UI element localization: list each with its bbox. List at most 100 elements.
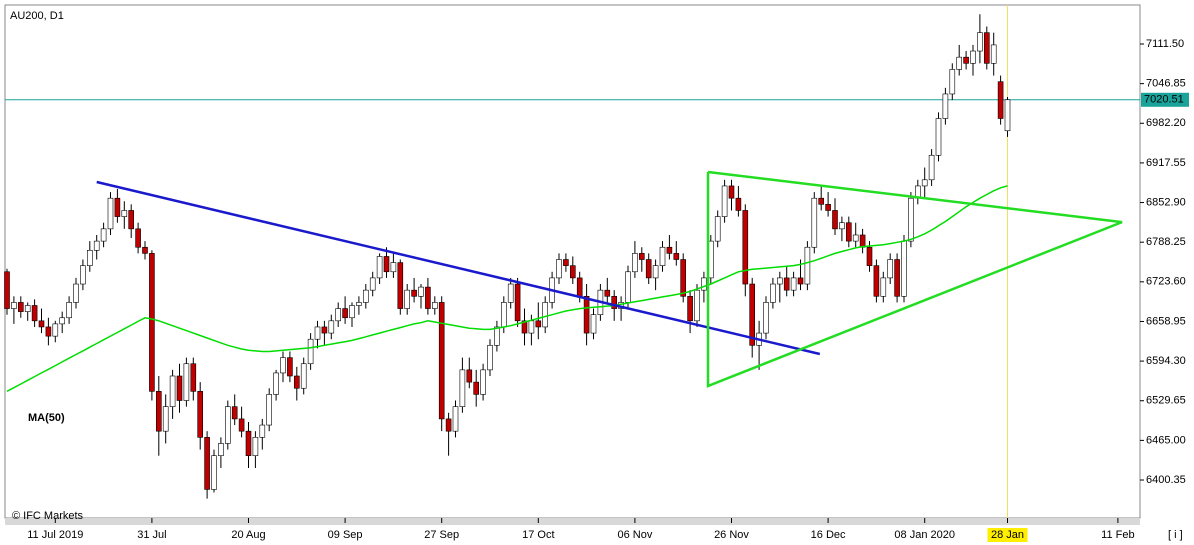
candle-body — [404, 289, 411, 309]
candle-body — [473, 381, 480, 395]
candle-body — [328, 320, 335, 334]
candle-body — [625, 271, 631, 303]
candle-body — [983, 32, 990, 64]
candle-body — [894, 259, 900, 297]
candle-body — [659, 246, 666, 266]
candle-body — [211, 455, 217, 490]
x-tick-label: 06 Nov — [617, 529, 652, 541]
candle-body — [335, 308, 342, 322]
candle-body — [287, 357, 293, 377]
candle-body — [749, 283, 756, 346]
candle-body — [818, 197, 825, 205]
candle-body — [721, 185, 728, 217]
candle-body — [452, 406, 459, 432]
candle-body — [197, 391, 203, 438]
candle-body — [466, 369, 473, 383]
candle-body — [383, 256, 390, 273]
candle-body — [880, 277, 887, 297]
candle-body — [238, 418, 245, 432]
candle-body — [542, 302, 549, 328]
candle-body — [694, 289, 700, 322]
candle-body — [535, 320, 542, 328]
candle-body — [563, 259, 569, 266]
candle-body — [742, 210, 749, 285]
candle-body — [797, 277, 804, 285]
candle-body — [632, 253, 638, 273]
candle-body — [445, 418, 452, 432]
candle-body — [921, 179, 928, 187]
y-tick-label: 6400.35 — [1146, 474, 1186, 486]
candle-body — [873, 265, 880, 297]
trendline — [96, 180, 821, 356]
candle-body — [149, 253, 155, 392]
candle-body — [459, 369, 466, 407]
candle-body — [24, 305, 31, 312]
candle-body — [776, 277, 783, 285]
candle-body — [901, 240, 907, 297]
candle-body — [783, 277, 790, 291]
candle-body — [645, 259, 652, 279]
candle-body — [307, 338, 314, 365]
candle-body — [714, 216, 721, 242]
candle-body — [935, 118, 942, 156]
candle-body — [300, 363, 307, 389]
candle-body — [176, 375, 183, 401]
candle-body — [31, 305, 38, 322]
candle-body — [376, 256, 383, 279]
candle-body — [162, 406, 169, 432]
y-tick-label: 6723.60 — [1146, 276, 1186, 288]
candle-body — [583, 295, 590, 334]
candle-body — [701, 277, 707, 291]
price-label-box — [1141, 92, 1189, 107]
candle-body — [928, 154, 935, 181]
scroll-bar — [5, 518, 1140, 525]
candle-body — [494, 326, 500, 346]
x-tick-label: 26 Nov — [714, 529, 749, 541]
candle-body — [397, 262, 404, 309]
candle-body — [866, 246, 873, 266]
candle-body — [652, 265, 659, 279]
candle-body — [604, 289, 611, 297]
y-tick-label: 6917.55 — [1146, 157, 1186, 169]
candle-body — [45, 326, 52, 337]
candle-body — [4, 271, 10, 309]
candle-body — [135, 228, 141, 248]
ma-label: MA(50) — [28, 412, 65, 424]
y-tick-label: 6658.95 — [1146, 315, 1186, 327]
candle-body — [1004, 99, 1011, 132]
info-button[interactable]: [ i ] — [1168, 529, 1183, 541]
candle-body — [225, 406, 231, 444]
plot-area — [4, 5, 1140, 518]
candle-body — [997, 81, 1004, 119]
y-tick-label: 6982.20 — [1146, 117, 1186, 129]
candle-body — [59, 317, 66, 325]
y-tick-label: 6852.90 — [1146, 196, 1186, 208]
candle-body — [93, 240, 100, 251]
x-tick-label: 08 Jan 2020 — [894, 529, 955, 541]
candle-body — [852, 234, 859, 242]
candle-body — [293, 375, 300, 389]
candle-body — [411, 289, 417, 297]
candle-body — [128, 210, 134, 230]
x-tick-label: 11 Feb — [1101, 529, 1134, 541]
candle-body — [38, 320, 45, 328]
candle-body — [418, 286, 424, 297]
candle-body — [425, 286, 431, 309]
candle-body — [763, 302, 769, 334]
candle-body — [314, 326, 321, 340]
candle-body — [342, 308, 348, 319]
x-tick-label: 17 Oct — [522, 529, 554, 541]
candle-body — [356, 302, 362, 306]
y-tick-label: 7046.85 — [1146, 78, 1186, 90]
candle-body — [266, 394, 273, 426]
candle-body — [11, 302, 17, 309]
candle-body — [500, 302, 507, 328]
candle-body — [431, 302, 438, 309]
candle-body — [956, 56, 963, 70]
candle-body — [673, 253, 680, 260]
candle-body — [280, 357, 286, 374]
candle-body — [514, 283, 521, 322]
candle-body — [87, 250, 93, 266]
candle-body — [977, 32, 983, 52]
candle-body — [770, 283, 776, 303]
